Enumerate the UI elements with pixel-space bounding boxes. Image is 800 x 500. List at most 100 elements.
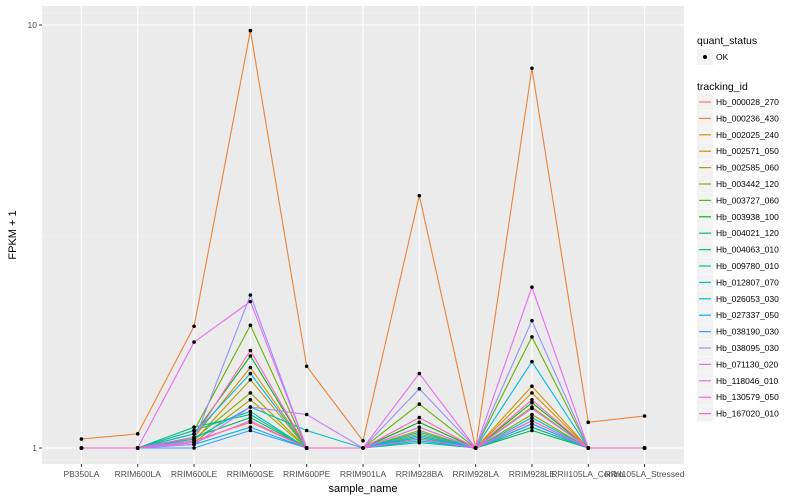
data-point-Hb_026053_030-RRIM600LE (192, 432, 196, 436)
data-point-Hb_038095_030-RRIM600SE (248, 293, 253, 297)
x-tick-label: PB350LA (63, 469, 99, 479)
legend-label-Hb_038190_030: Hb_038190_030 (716, 327, 779, 337)
data-point-Hb_038190_030-RRIM600LE (192, 446, 196, 450)
legend-title-quant-status: quant_status (697, 35, 757, 47)
data-point-Hb_004063_010-RRIM600LE (192, 425, 196, 429)
legend-title-tracking-id: tracking_id (697, 81, 748, 93)
data-point-Hb_038095_030-RRIM928LE (530, 318, 534, 323)
data-point-Hb_003442_120-RRIM928LE (530, 412, 534, 417)
x-tick-label: RRIM600PE (283, 469, 331, 479)
grid-lines (42, 6, 684, 464)
legend-label-Hb_003938_100: Hb_003938_100 (716, 212, 779, 222)
data-point-Hb_167020_010-RRIM600PE (304, 446, 309, 450)
data-point-Hb_000236_430-PB350LA (79, 437, 84, 441)
data-point-Hb_000236_430-RRII105LA_Stressed (642, 414, 647, 418)
legend-label-Hb_038095_030: Hb_038095_030 (716, 343, 779, 353)
legend-label-Hb_027337_050: Hb_027337_050 (716, 310, 779, 320)
legend-label-Hb_002585_060: Hb_002585_060 (716, 163, 779, 173)
data-point-Hb_118046_010-RRIM600LE (192, 340, 196, 344)
data-point-Hb_027337_050-RRIM600SE (248, 425, 253, 429)
data-point-Hb_130579_050-RRIM600SE (248, 418, 253, 423)
data-point-Hb_071130_020-RRIM928LE (530, 406, 534, 411)
data-point-Hb_026053_030-RRIM600SE (248, 371, 253, 376)
x-tick-label: RRII105LA_Control (551, 469, 625, 479)
data-point-Hb_003938_100-RRIM928LE (530, 400, 534, 405)
data-point-Hb_167020_010-RRII105LA_Control (586, 446, 591, 450)
data-point-Hb_000236_430-RRIM928LE (530, 66, 534, 71)
data-point-Hb_118046_010-RRIM928BA (417, 371, 422, 376)
data-point-Hb_130579_050-RRIM928BA (417, 437, 422, 441)
x-tick-label: RRIM928LE (509, 469, 556, 479)
x-tick-label: RRIM600SE (227, 469, 275, 479)
legend-label-Hb_002571_050: Hb_002571_050 (716, 146, 779, 156)
data-point-Hb_003727_060-RRIM928LE (530, 335, 534, 339)
legend-label-Hb_012807_070: Hb_012807_070 (716, 277, 779, 287)
data-point-Hb_118046_010-RRIM600SE (248, 299, 253, 304)
data-point-Hb_130579_050-RRIM600LE (192, 440, 196, 445)
data-point-Hb_167020_010-RRIM901LA (361, 446, 365, 450)
x-tick-label: RRIM600LA (115, 469, 162, 479)
data-point-Hb_038190_030-RRIM928LE (530, 422, 534, 426)
y-tick-label: 10 (28, 20, 38, 30)
data-point-Hb_009780_010-RRIM600LE (192, 428, 196, 433)
data-point-Hb_167020_010-RRIM928LA (473, 446, 478, 450)
data-point-Hb_071130_020-RRIM928BA (417, 425, 422, 429)
legend-label-Hb_004021_120: Hb_004021_120 (716, 228, 779, 238)
data-point-Hb_003938_100-RRIM600SE (248, 354, 253, 358)
x-tick-label: RRIM600LE (171, 469, 218, 479)
data-point-Hb_004021_120-RRIM600SE (248, 415, 253, 420)
data-point-Hb_004063_010-RRIM600SE (248, 412, 253, 417)
data-point-Hb_012807_070-RRIM600PE (304, 428, 309, 433)
x-axis-title: sample_name (328, 483, 397, 495)
legend-label-Hb_118046_010: Hb_118046_010 (716, 376, 779, 386)
legend-label-Hb_071130_020: Hb_071130_020 (716, 359, 779, 369)
data-point-Hb_000236_430-RRIM928BA (417, 193, 422, 198)
legend-label-Hb_003442_120: Hb_003442_120 (716, 179, 779, 189)
data-point-Hb_000236_430-RRIM600LA (135, 432, 140, 436)
data-point-Hb_009780_010-RRIM928LE (530, 425, 534, 429)
x-axis-ticks: PB350LA RRIM600LA RRIM600LE RRIM600SE RRIM60… (63, 464, 685, 479)
data-point-Hb_003442_120-RRIM600SE (248, 391, 253, 395)
data-point-Hb_071130_020-RRIM600PE (304, 412, 309, 417)
x-tick-label: RRIM928LA (452, 469, 499, 479)
data-point-Hb_002585_060-RRIM600SE (248, 398, 253, 402)
legend-label-Hb_000236_430: Hb_000236_430 (716, 113, 779, 123)
data-point-Hb_026053_030-RRIM928BA (417, 430, 422, 434)
data-point-Hb_118046_010-RRIM928LE (530, 285, 534, 289)
data-point-Hb_003727_060-RRIM600SE (248, 323, 253, 328)
data-point-Hb_002025_240-RRIM928LE (530, 391, 534, 395)
y-axis-title: FPKM + 1 (7, 210, 19, 259)
data-point-Hb_130579_050-RRIM928LE (530, 418, 534, 423)
legend-label-Hb_167020_010: Hb_167020_010 (716, 409, 779, 419)
data-point-Hb_000236_430-RRIM901LA (361, 438, 365, 443)
x-tick-label: RRIM928BA (396, 469, 444, 479)
data-point-Hb_167020_010-RRIM600SE (248, 348, 253, 353)
legend-label-ok: OK (716, 52, 729, 62)
legend-label-Hb_026053_030: Hb_026053_030 (716, 294, 779, 304)
data-point-Hb_009780_010-RRIM600SE (248, 409, 253, 414)
data-point-Hb_003727_060-RRIM928BA (417, 402, 422, 406)
legend-label-Hb_009780_010: Hb_009780_010 (716, 261, 779, 271)
data-point-Hb_038190_030-RRIM600SE (248, 428, 253, 433)
x-tick-label: RRIM901LA (340, 469, 387, 479)
data-point-Hb_167020_010-PB350LA (79, 446, 84, 450)
data-point-Hb_004021_120-RRIM928LE (530, 428, 534, 433)
data-point-Hb_002025_240-RRIM600SE (248, 365, 253, 370)
data-point-Hb_071130_020-RRIM600SE (248, 405, 253, 409)
legend-label-Hb_004063_010: Hb_004063_010 (716, 245, 779, 255)
y-tick-label: 1 (32, 443, 37, 453)
legend-label-Hb_130579_050: Hb_130579_050 (716, 392, 779, 402)
data-point-Hb_002571_050-RRIM928LE (530, 384, 534, 388)
data-point-Hb_000236_430-RRIM600SE (248, 28, 253, 33)
data-point-Hb_167020_010-RRIM928LE (530, 398, 534, 402)
legend-ok-point (703, 55, 707, 59)
legend-label-Hb_000028_270: Hb_000028_270 (716, 97, 779, 107)
y-axis-ticks: 1 10 (28, 20, 42, 453)
legend-label-Hb_003727_060: Hb_003727_060 (716, 195, 779, 205)
data-point-Hb_167020_010-RRIM600LE (192, 435, 196, 440)
data-point-Hb_000236_430-RRIM600PE (304, 364, 309, 369)
data-point-Hb_000236_430-RRII105LA_Control (586, 420, 591, 425)
data-point-Hb_000236_430-RRIM600LE (192, 324, 196, 329)
data-point-Hb_026053_030-RRIM928LE (530, 359, 534, 364)
